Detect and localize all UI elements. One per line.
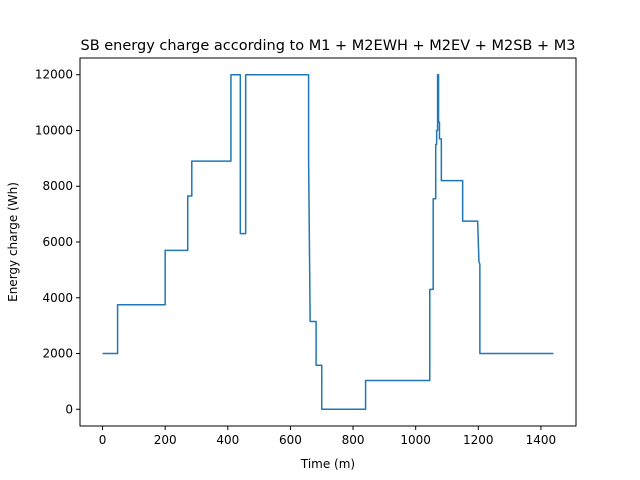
x-tick-label: 0 [99,433,107,447]
x-tick-label: 200 [154,433,177,447]
y-tick-label: 8000 [42,179,73,193]
x-axis-label: Time (m) [300,457,355,471]
x-tick-label: 1200 [463,433,494,447]
chart-title: SB energy charge according to M1 + M2EWH… [81,38,576,54]
y-axis-label: Energy charge (Wh) [6,182,20,302]
y-tick-label: 6000 [42,235,73,249]
y-tick-label: 10000 [35,123,73,137]
y-tick-label: 2000 [42,347,73,361]
y-tick-label: 0 [65,402,73,416]
y-tick-label: 4000 [42,291,73,305]
x-tick-label: 400 [216,433,239,447]
x-tick-label: 600 [279,433,302,447]
x-tick-label: 1400 [526,433,557,447]
axes-layer: 0 200 400 600 800 1000 1200 1400 0 2000 4000 6000 80… [35,57,577,447]
series-line-0 [102,73,554,411]
y-tick-label: 12000 [35,68,73,82]
series-layer [102,73,554,411]
x-tick-label: 1000 [400,433,431,447]
x-tick-label: 800 [342,433,365,447]
